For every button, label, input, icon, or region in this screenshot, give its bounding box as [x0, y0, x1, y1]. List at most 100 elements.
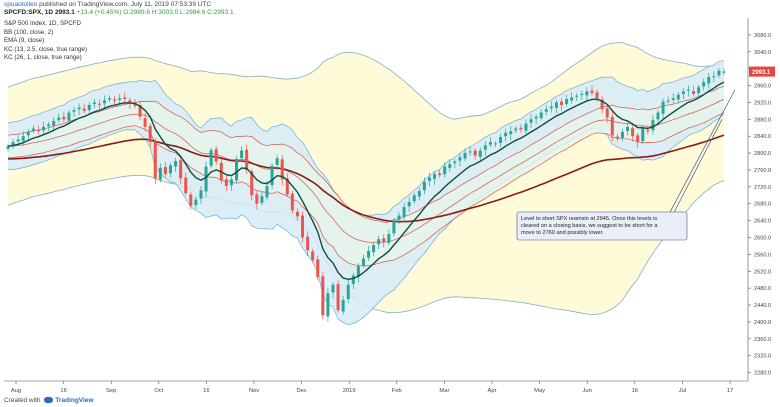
candle-body[interactable] — [422, 181, 426, 191]
candle-body[interactable] — [270, 165, 274, 186]
author-link[interactable]: spuaotolleo — [4, 1, 38, 8]
candle-body[interactable] — [671, 98, 675, 100]
candle-body[interactable] — [443, 166, 447, 175]
candle-body[interactable] — [265, 185, 269, 198]
candle-body[interactable] — [72, 110, 76, 112]
candle-body[interactable] — [229, 179, 233, 186]
candle-body[interactable] — [306, 236, 310, 251]
candle-body[interactable] — [636, 135, 640, 143]
candle-body[interactable] — [108, 98, 112, 100]
candle-body[interactable] — [448, 164, 452, 168]
candle-body[interactable] — [433, 174, 437, 179]
candle-body[interactable] — [214, 149, 218, 162]
candle-body[interactable] — [620, 131, 624, 138]
candle-body[interactable] — [240, 150, 244, 159]
candle-body[interactable] — [341, 299, 345, 312]
candle-body[interactable] — [143, 118, 147, 127]
candle-body[interactable] — [656, 112, 660, 120]
candle-body[interactable] — [488, 142, 492, 145]
candle-body[interactable] — [82, 108, 86, 111]
candle-body[interactable] — [62, 116, 66, 120]
candle-body[interactable] — [560, 101, 564, 105]
candle-body[interactable] — [697, 87, 701, 94]
candle-body[interactable] — [158, 167, 162, 180]
candle-body[interactable] — [47, 124, 51, 127]
candle-body[interactable] — [580, 93, 584, 95]
candle-body[interactable] — [483, 145, 487, 150]
candle-body[interactable] — [585, 91, 589, 96]
candle-body[interactable] — [285, 178, 289, 195]
candle-body[interactable] — [397, 215, 401, 220]
candle-body[interactable] — [148, 126, 152, 143]
price-axis[interactable] — [748, 18, 779, 381]
candle-body[interactable] — [6, 146, 10, 149]
candle-body[interactable] — [280, 159, 284, 180]
candle-body[interactable] — [199, 190, 203, 199]
candle-body[interactable] — [153, 141, 157, 179]
candle-body[interactable] — [590, 90, 594, 94]
candle-body[interactable] — [113, 99, 117, 101]
candle-body[interactable] — [565, 99, 569, 105]
candle-body[interactable] — [275, 158, 279, 165]
candle-body[interactable] — [52, 120, 56, 126]
candle-body[interactable] — [610, 116, 614, 136]
candle-body[interactable] — [31, 128, 35, 131]
candle-body[interactable] — [509, 131, 513, 135]
candle-body[interactable] — [524, 123, 528, 131]
candle-body[interactable] — [316, 259, 320, 278]
candle-body[interactable] — [417, 191, 421, 197]
candle-body[interactable] — [346, 284, 350, 300]
candle-body[interactable] — [204, 166, 208, 192]
candle-body[interactable] — [209, 150, 213, 166]
candle-body[interactable] — [575, 95, 579, 97]
candle-body[interactable] — [295, 211, 299, 217]
candle-body[interactable] — [87, 104, 91, 111]
candle-body[interactable] — [722, 71, 726, 73]
annotation-callout[interactable] — [516, 211, 688, 241]
candle-body[interactable] — [377, 239, 381, 245]
candle-body[interactable] — [57, 117, 61, 121]
candle-body[interactable] — [453, 161, 457, 164]
candle-body[interactable] — [702, 82, 706, 87]
candle-body[interactable] — [595, 92, 599, 99]
candle-body[interactable] — [301, 215, 305, 238]
candle-body[interactable] — [407, 202, 411, 207]
candle-body[interactable] — [168, 165, 172, 174]
candle-body[interactable] — [412, 195, 416, 202]
candle-body[interactable] — [549, 106, 553, 109]
candle-body[interactable] — [646, 129, 650, 132]
candle-body[interactable] — [387, 234, 391, 243]
candle-body[interactable] — [11, 142, 15, 146]
candle-body[interactable] — [458, 157, 462, 161]
candle-body[interactable] — [392, 220, 396, 234]
candle-body[interactable] — [356, 266, 360, 277]
candle-body[interactable] — [16, 139, 20, 142]
candle-body[interactable] — [290, 193, 294, 211]
candle-body[interactable] — [36, 129, 40, 132]
candle-body[interactable] — [514, 128, 518, 131]
candle-body[interactable] — [382, 238, 386, 242]
tradingview-brand[interactable]: TradingView — [55, 397, 94, 404]
candle-body[interactable] — [194, 199, 198, 205]
candle-body[interactable] — [163, 166, 167, 175]
candle-body[interactable] — [641, 128, 645, 142]
candle-body[interactable] — [519, 127, 523, 130]
candle-body[interactable] — [224, 179, 228, 186]
candle-body[interactable] — [21, 136, 25, 141]
candle-body[interactable] — [427, 177, 431, 181]
candle-body[interactable] — [676, 94, 680, 100]
candle-body[interactable] — [651, 120, 655, 131]
candle-body[interactable] — [184, 177, 188, 194]
candle-body[interactable] — [600, 99, 604, 110]
candle-body[interactable] — [250, 171, 254, 196]
candle-body[interactable] — [499, 137, 503, 143]
candle-body[interactable] — [179, 160, 183, 179]
candle-body[interactable] — [245, 149, 249, 170]
candle-body[interactable] — [189, 194, 193, 206]
candle-body[interactable] — [123, 97, 127, 100]
candle-body[interactable] — [631, 128, 635, 137]
candle-body[interactable] — [473, 150, 477, 156]
candle-body[interactable] — [626, 126, 630, 132]
candle-body[interactable] — [681, 91, 685, 94]
candle-body[interactable] — [336, 283, 340, 311]
